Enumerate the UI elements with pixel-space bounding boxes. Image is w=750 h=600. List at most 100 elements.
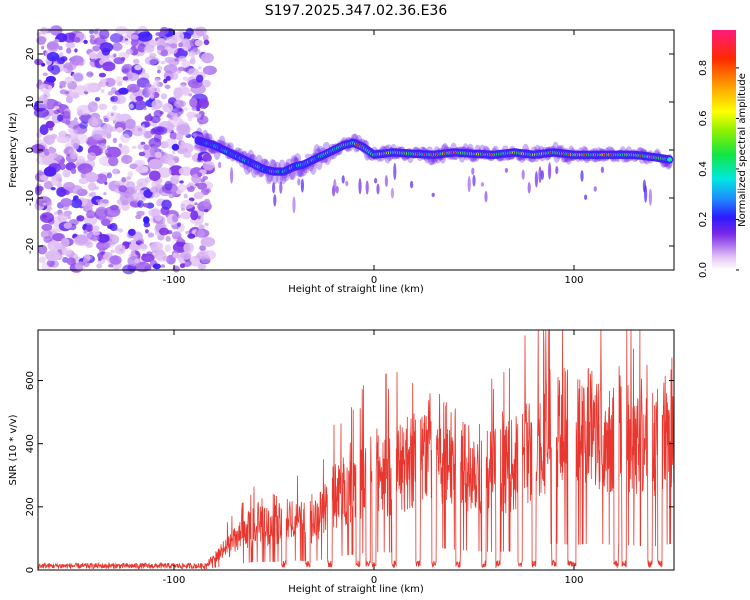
spectrogram-noise-blob bbox=[53, 109, 60, 115]
spectrogram-noise-blob bbox=[38, 256, 47, 264]
spectrogram-noise-blob bbox=[151, 99, 163, 110]
spectrogram-ridge-streak bbox=[472, 174, 476, 187]
spectrogram-noise-blob bbox=[134, 185, 141, 191]
spectrogram-noise-blob bbox=[80, 172, 87, 179]
spectrogram-noise-blob bbox=[203, 209, 209, 213]
spectrogram-noise-blob bbox=[200, 52, 214, 64]
spectrogram-noise-blob bbox=[203, 39, 210, 46]
spectrogram-noise-blob bbox=[167, 159, 176, 167]
spectrogram-noise-blob bbox=[47, 206, 53, 211]
spectrogram-noise-blob bbox=[202, 34, 209, 41]
spectrogram-noise-blob bbox=[82, 82, 99, 93]
spectrogram-noise-blob bbox=[62, 67, 68, 73]
spectrogram-noise-blob bbox=[54, 105, 60, 110]
spectrogram-noise-blob bbox=[86, 224, 93, 233]
spectrogram-noise-blob bbox=[173, 87, 184, 99]
spectrogram-noise-blob bbox=[152, 191, 160, 198]
spectrogram-ridge-streak bbox=[521, 169, 525, 180]
spectrogram-noise-blob bbox=[110, 249, 115, 254]
spectrogram-noise-blob bbox=[152, 263, 161, 270]
spectrogram-noise-blob bbox=[202, 175, 209, 181]
spectrogram-noise-blob bbox=[39, 124, 49, 136]
spectrogram-noise-blob bbox=[59, 80, 67, 86]
spectrogram-noise-blob bbox=[203, 198, 211, 207]
spectrogram-noise-blob bbox=[102, 123, 113, 135]
spectrogram-noise-blob bbox=[164, 244, 172, 253]
spectrogram-noise-blob bbox=[177, 222, 182, 228]
spectrogram-noise-blob bbox=[160, 49, 169, 57]
spectrogram-noise-blob bbox=[85, 172, 99, 183]
spectrogram-noise-blob bbox=[173, 174, 180, 180]
spectrogram-ridge-core bbox=[667, 157, 673, 162]
spectrogram-noise-blob bbox=[125, 48, 133, 55]
spectrogram-noise-blob bbox=[139, 243, 147, 249]
spectrogram-noise-blob bbox=[176, 133, 183, 141]
spectrogram-noise-blob bbox=[85, 241, 91, 246]
spectrogram-ridge-halo bbox=[291, 157, 299, 163]
spectrogram-noise-blob bbox=[145, 229, 149, 234]
spectrogram-noise-blob bbox=[106, 111, 119, 121]
spectrogram-noise-blob bbox=[178, 166, 194, 176]
spectrogram-noise-blob bbox=[122, 76, 129, 81]
spectrogram-noise-blob bbox=[76, 155, 86, 164]
spectrogram-noise-blob bbox=[63, 222, 72, 230]
spectrogram-noise-blob bbox=[140, 141, 146, 145]
x-tick-label: -100 bbox=[163, 275, 186, 286]
spectrogram-noise-blob bbox=[59, 52, 64, 58]
spectrogram-ridge-streak bbox=[376, 183, 380, 195]
spectrogram-noise-blob bbox=[95, 173, 108, 184]
spectrogram-noise-blob bbox=[65, 119, 71, 125]
spectrogram-noise-blob bbox=[202, 153, 212, 163]
spectrogram-noise-blob bbox=[198, 98, 209, 108]
spectrogram-noise-blob bbox=[157, 69, 161, 74]
spectrogram-noise-blob bbox=[43, 202, 46, 206]
spectrogram-noise-blob bbox=[189, 58, 196, 65]
spectrogram-ridge-streak bbox=[648, 188, 653, 206]
spectrogram-noise-blob bbox=[88, 182, 97, 191]
spectrogram-noise-blob bbox=[48, 147, 57, 154]
spectrogram-ridge-layer bbox=[194, 127, 674, 214]
spectrogram-noise-blob bbox=[190, 210, 199, 221]
spectrogram-noise-blob bbox=[78, 178, 89, 185]
spectrogram-noise-blob bbox=[68, 91, 75, 97]
spectrogram-noise-blob bbox=[118, 185, 128, 193]
spectrogram-noise-blob bbox=[46, 51, 60, 62]
spectrogram-noise-blob bbox=[145, 202, 155, 209]
spectrogram-noise-blob bbox=[121, 177, 127, 183]
spectrogram-noise-blob bbox=[98, 257, 102, 261]
spectrogram-noise-blob bbox=[154, 77, 160, 82]
spectrogram-noise-blob bbox=[188, 50, 196, 57]
y-tick-label: 200 bbox=[25, 497, 36, 516]
snr-y-label: SNR (10 * v/v) bbox=[8, 414, 19, 485]
spectrogram-noise-blob bbox=[162, 255, 169, 262]
spectrogram-noise-blob bbox=[91, 130, 107, 141]
spectrogram-ridge-streak bbox=[297, 178, 301, 186]
spectrogram-noise-blob bbox=[62, 169, 71, 178]
spectrogram-noise-blob bbox=[41, 62, 46, 67]
spectrogram-noise-blob bbox=[122, 65, 131, 73]
spectrogram-noise-blob bbox=[74, 48, 78, 53]
spectrogram-noise-blob bbox=[199, 134, 203, 138]
spectrogram-noise-blob bbox=[181, 60, 191, 68]
spectrogram-noise-blob bbox=[112, 105, 118, 111]
spectrogram-noise-blob bbox=[86, 232, 93, 239]
spectrogram-ridge-streak bbox=[393, 163, 397, 180]
spectrogram-noise-blob bbox=[138, 151, 146, 157]
spectrogram-noise-blob bbox=[43, 166, 57, 177]
spectrogram-noise-blob bbox=[66, 47, 72, 54]
spectrogram-noise-blob bbox=[183, 46, 188, 52]
spectrogram-noise-blob bbox=[65, 95, 73, 104]
spectrogram-noise-blob bbox=[149, 241, 164, 251]
spectrogram-noise-blob bbox=[33, 107, 50, 118]
spectrogram-noise-blob bbox=[135, 95, 144, 102]
spectrogram-noise-blob bbox=[172, 252, 179, 258]
spectrogram-noise-blob bbox=[116, 199, 121, 204]
spectrogram-noise-blob bbox=[144, 56, 159, 66]
spectrogram-noise-blob bbox=[129, 200, 139, 207]
spectrogram-noise-blob bbox=[112, 119, 117, 125]
spectrogram-noise-blob bbox=[73, 143, 79, 150]
spectrogram-noise-blob bbox=[183, 67, 190, 72]
colorbar-tick-label: 0.4 bbox=[698, 161, 709, 177]
spectrogram-noise-blob bbox=[163, 64, 178, 74]
spectrogram-noise-blob bbox=[183, 245, 191, 252]
